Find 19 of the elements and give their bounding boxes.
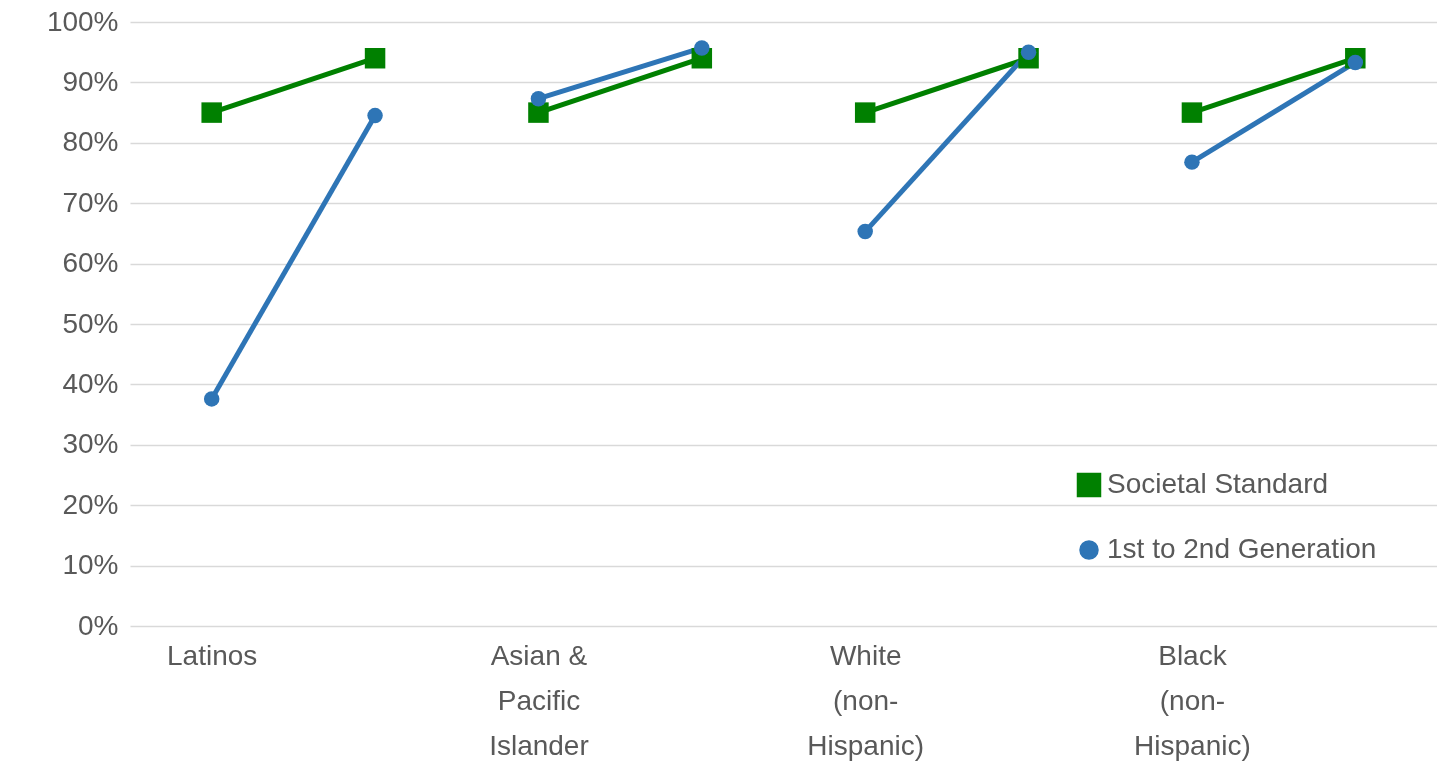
y-tick-label: 70% [62,186,119,218]
y-tick-label: 90% [62,65,119,97]
y-tick-label: 10% [62,549,119,581]
y-tick-label: 20% [62,488,119,520]
point [203,391,220,407]
legend-label: 1st to 2nd Generation [1107,533,1377,564]
x-tick-label: White (non-Hispanic) [807,639,925,761]
point [367,107,383,124]
y-tick-label: 30% [62,428,119,460]
y-tick-label: 60% [62,247,119,279]
x-tick-label: Asian & Pacific Islander [489,639,589,761]
y-tick-label: 100% [46,5,119,37]
y-tick-label: 0% [78,609,119,641]
x-tick-label: Latinos [167,639,258,671]
y-tick-label: 50% [62,307,119,339]
y-tick-label: 40% [62,367,119,399]
x-tick-label: Black (non-Hispanic) [1134,639,1251,761]
y-tick-label: 80% [62,126,119,158]
legend-label: Societal Standard [1107,468,1329,499]
